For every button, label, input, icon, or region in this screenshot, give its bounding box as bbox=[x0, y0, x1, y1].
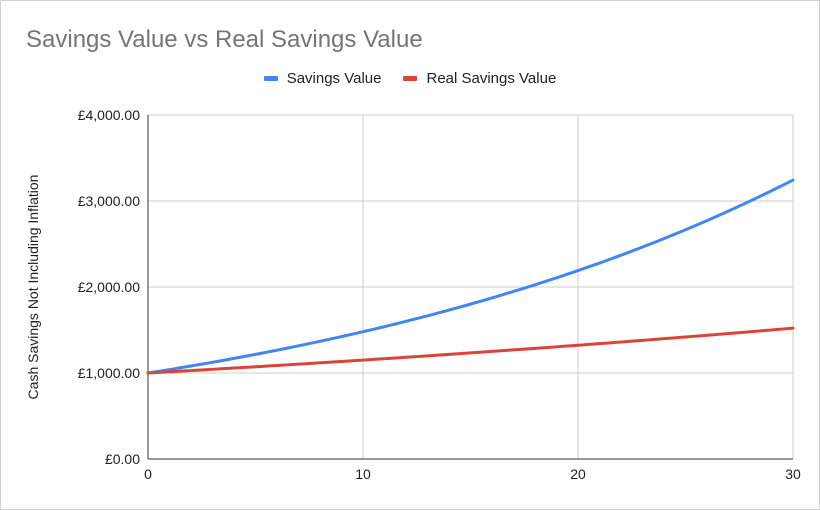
y-tick-label: £0.00 bbox=[105, 451, 140, 467]
x-tick-label: 0 bbox=[144, 466, 152, 482]
x-tick-label: 30 bbox=[785, 466, 801, 482]
legend-swatch-savings-value bbox=[263, 76, 278, 81]
chart-title: Savings Value vs Real Savings Value bbox=[26, 26, 423, 53]
y-tick-label: £1,000.00 bbox=[78, 365, 140, 381]
series-line-savings-value bbox=[146, 178, 795, 375]
y-tick-label: £4,000.00 bbox=[78, 107, 140, 123]
y-tick-label: £3,000.00 bbox=[78, 193, 140, 209]
y-axis-title: Cash Savings Not Including Inflation bbox=[25, 175, 41, 400]
y-tick-label: £2,000.00 bbox=[78, 279, 140, 295]
legend-label-real-savings-value: Real Savings Value bbox=[426, 70, 557, 87]
legend-swatch-real-savings-value bbox=[403, 76, 418, 81]
legend-item-savings-value[interactable]: Savings Value bbox=[263, 70, 382, 87]
x-tick-label: 10 bbox=[355, 466, 371, 482]
chart-legend: Savings Value Real Savings Value bbox=[0, 70, 820, 87]
series-line-real-savings-value bbox=[146, 326, 795, 375]
legend-label-savings-value: Savings Value bbox=[286, 70, 382, 87]
legend-item-real-savings-value[interactable]: Real Savings Value bbox=[403, 70, 556, 87]
x-tick-label: 20 bbox=[570, 466, 586, 482]
